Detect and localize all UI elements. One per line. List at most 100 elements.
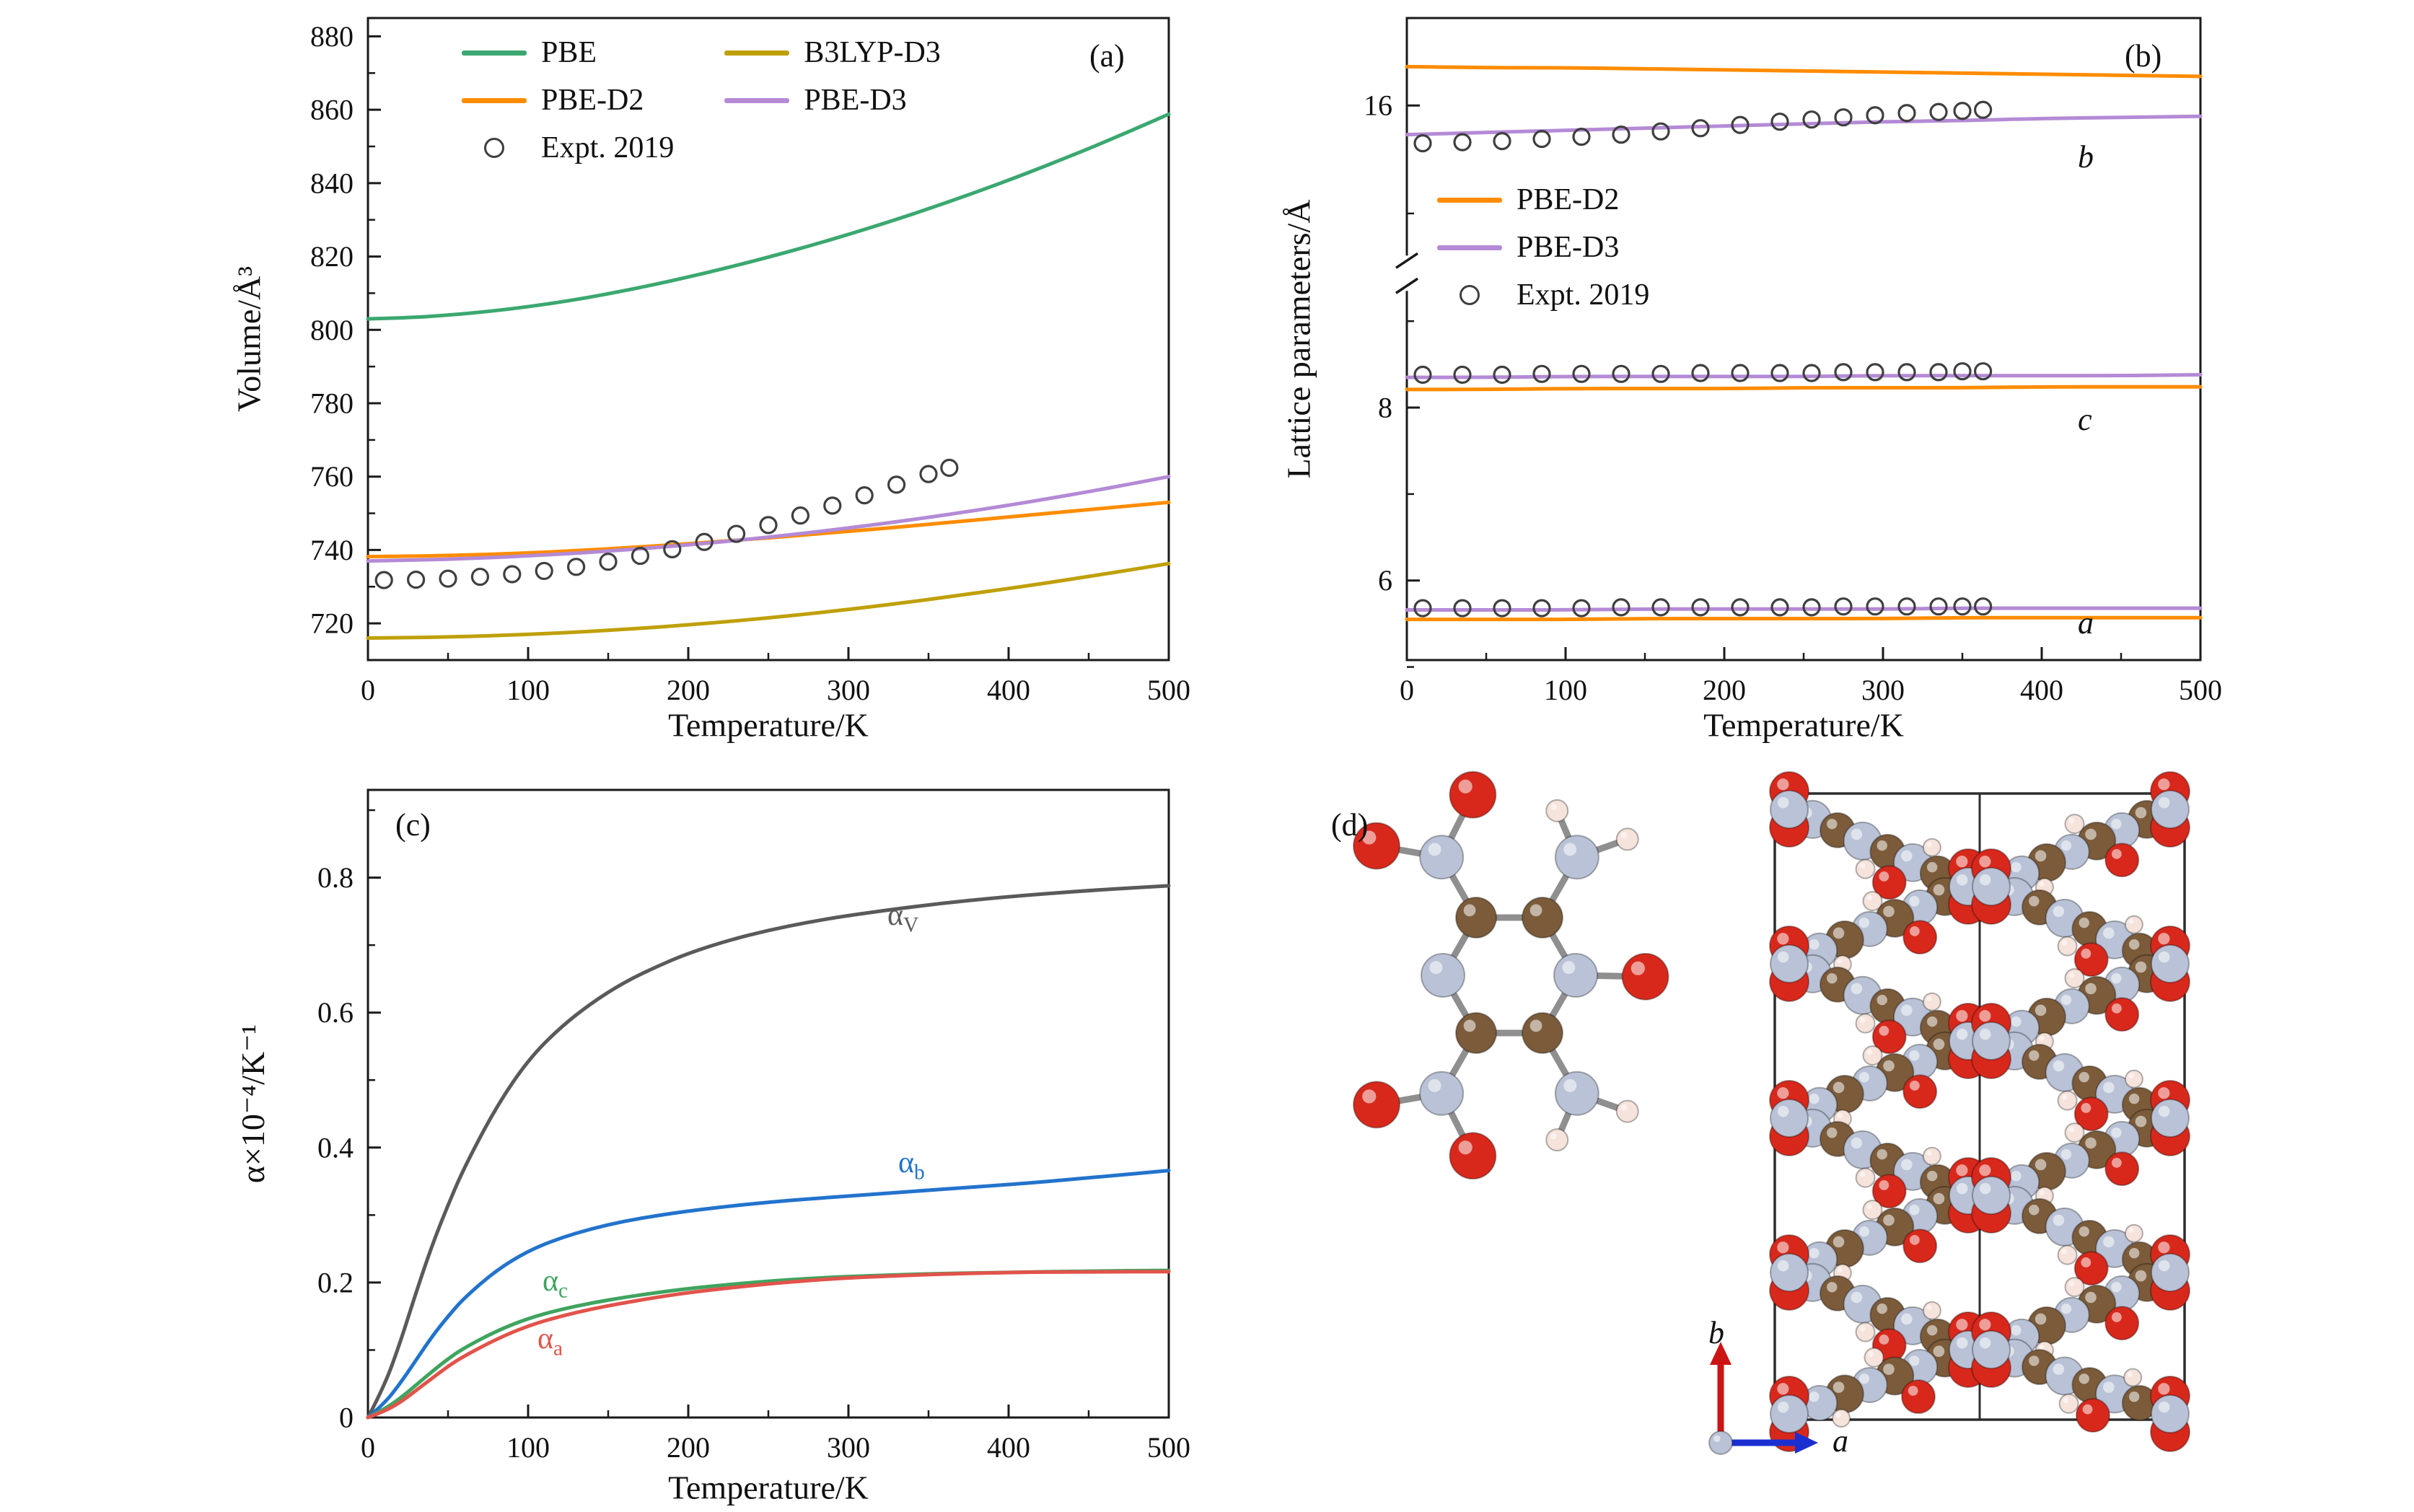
legend-label: PBE-D2 [541,84,644,117]
panel-a-chart: 0 100 200 300 400 500 720 740 760 780 800 820 840 860… [310,17,1190,706]
y-tick-label: 760 [310,460,354,493]
x-tick-label: 300 [1861,674,1905,706]
alpha-sub: c [558,1279,569,1303]
legend-label: PBE-D3 [1517,231,1620,264]
d-axis-b-label: b [1708,1315,1724,1350]
x-tick-label: 400 [2020,674,2063,706]
legend-label: PBE-D3 [804,84,907,117]
y-tick-label: 840 [310,167,354,199]
x-tick-label: 300 [827,1431,870,1464]
series-b-PBE-D2 [1405,64,2203,79]
series-B3LYP-D3 [366,561,1171,640]
panel-a-ylabel: Volume/Å³ [230,265,268,413]
legend-label: B3LYP-D3 [804,36,941,69]
alpha-symbol: α [543,1265,559,1298]
x-tick-label: 400 [987,1431,1030,1464]
pbe-d3-line-swatch [1437,245,1502,250]
y-tick-label: 16 [1364,89,1392,122]
legend-item-expt: Expt. 2019 [462,130,674,166]
series-alpha-b [366,1169,1171,1420]
alpha-c-label: αc [543,1264,568,1303]
crystal-axes-indicator [1708,1342,1818,1455]
legend-item-pbe-d2: PBE-D2 [1437,182,1649,218]
panel-b-chart: 0 100 200 300 400 500 16 8 6 [1364,17,2222,706]
pbe-line-swatch [462,50,527,56]
panel-a-xlabel: Temperature/K [668,706,869,744]
series-alpha-V [366,884,1171,1420]
y-tick-label: 740 [310,534,354,566]
y-tick-label: 0.8 [317,861,354,894]
x-tick-label: 0 [1400,674,1414,706]
x-tick-label: 500 [2179,674,2222,706]
axis-break-mark [1395,252,1418,269]
series-c-PBE-D2 [1405,384,2203,392]
legend-label: PBE-D2 [1517,183,1620,216]
y-tick-label: 880 [310,20,354,53]
x-tick-label: 0 [361,674,375,706]
alpha-sub: V [903,913,919,937]
curve-letter-a: a [2078,605,2094,641]
alpha-v-label: αV [887,898,918,937]
axes-box [1405,17,2202,662]
curve-letter-b: b [2078,139,2094,175]
crystal-packing [1769,771,2190,1452]
axis-break-mark [1395,277,1418,294]
panel-b-xlabel: Temperature/K [1703,706,1904,744]
alpha-symbol: α [537,1322,554,1355]
b-axis-arrow [1710,1342,1732,1365]
series-PBE-D2 [366,500,1171,559]
alpha-a-label: αa [537,1322,563,1361]
y-tick-label: 860 [310,94,354,126]
y-tick-label: 820 [310,240,354,273]
y-tick-label: 0.6 [317,996,354,1029]
a-axis-arrow [1795,1432,1818,1454]
x-tick-label: 200 [667,674,710,706]
curve-letter-c: c [2078,402,2092,437]
scatter-Expt-2019-c [1413,362,1993,384]
panel-c-ylabel: α×10⁻⁴/K⁻¹ [234,1024,271,1184]
y-tick-label: 0.2 [317,1266,354,1298]
alpha-sub: a [553,1337,563,1361]
legend-label: Expt. 2019 [541,131,675,164]
panel-c-xlabel: Temperature/K [668,1469,869,1506]
x-tick-label: 500 [1147,674,1190,706]
series-a-PBE-D2 [1405,615,2203,622]
legend-item-pbe-d3: PBE-D3 [1437,229,1649,265]
alpha-b-label: αb [898,1146,925,1184]
x-tick-label: 200 [1703,674,1746,706]
y-tick-label: 800 [310,314,354,346]
alpha-sub: b [914,1161,925,1184]
pbe-d3-line-swatch [724,97,790,103]
y-tick-label: 0.4 [317,1131,354,1164]
alpha-symbol: α [887,899,904,932]
legend-item-b3lyp-d3: B3LYP-D3 [724,35,941,71]
panel-b-ylabel: Lattice parameters/Å [1280,199,1317,479]
b3lyp-d3-line-swatch [724,50,790,56]
panel-c-chart: 0 100 200 300 400 500 0 0.2 0.4 0.6 0.8 [317,788,1190,1464]
panel-d-structure [1353,770,2190,1455]
panel-b-label: (b) [2125,38,2162,74]
x-tick-label: 100 [1544,674,1587,706]
legend-label: Expt. 2019 [1517,278,1650,312]
x-tick-label: 100 [506,674,550,706]
panel-a-label: (a) [1089,38,1125,74]
x-tick-label: 100 [506,1431,550,1464]
series-b-PBE-D3 [1405,114,2203,137]
x-tick-label: 200 [667,1431,710,1464]
series-alpha-a [366,1270,1171,1420]
scatter-Expt-2019-a [1413,597,1993,617]
legend-item-expt: Expt. 2019 [1437,277,1649,313]
y-tick-label: 720 [310,607,354,640]
pbe-d2-line-swatch [462,97,527,103]
x-tick-label: 0 [361,1431,375,1464]
y-tick-label: 6 [1378,564,1392,597]
alpha-symbol: α [898,1146,915,1179]
y-tick-label: 8 [1378,392,1392,424]
legend-panel-b: PBE-D2 PBE-D3 Expt. 2019 [1437,182,1649,313]
legend-panel-a: PBE PBE-D2 Expt. 2019 B3LYP-D3 PBE-D3 [462,35,941,166]
y-tick-label: 0 [339,1402,354,1434]
x-tick-label: 500 [1147,1431,1190,1464]
legend-item-pbe: PBE [462,35,674,71]
